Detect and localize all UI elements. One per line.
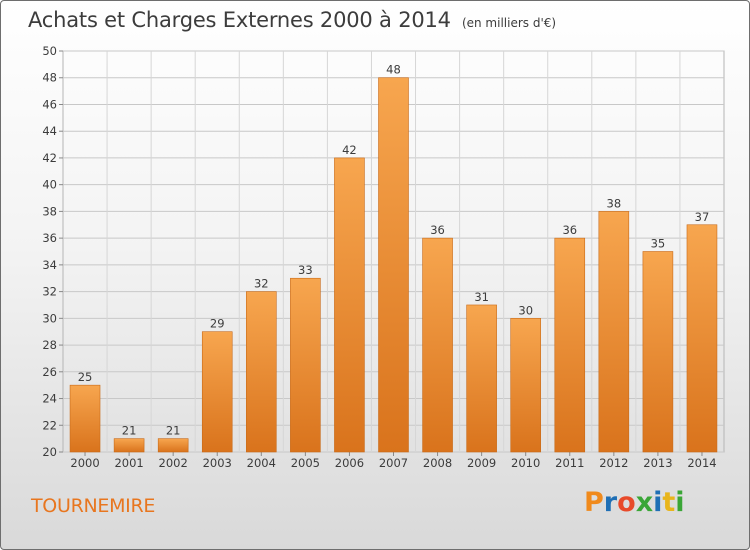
bar-2004 [246, 291, 277, 453]
chart-unit: (en milliers d'€) [461, 16, 557, 30]
bar-2010 [510, 318, 541, 453]
chart-title-row: Achats et Charges Externes 2000 à 2014 (… [28, 8, 556, 32]
bar-2006 [334, 157, 365, 453]
x-tick-label: 2001 [114, 456, 143, 470]
bar-2003 [201, 331, 233, 453]
y-tick-label: 32 [42, 285, 57, 299]
x-tick-label: 2008 [423, 456, 452, 470]
bar-2011 [554, 237, 586, 453]
y-tick-label: 26 [42, 365, 57, 379]
bar-2001 [113, 438, 145, 453]
bar-value-label: 21 [166, 424, 181, 438]
x-tick-label: 2003 [203, 456, 232, 470]
y-tick-label: 48 [42, 71, 57, 85]
bar-layer [69, 77, 718, 453]
bar-2012 [598, 211, 630, 453]
bar-value-label: 21 [122, 424, 137, 438]
axis-layer: 20 22 24 26 28 30 32 34 36 38 40 42 44 46 48 50 2000 2001… [42, 44, 716, 470]
bar-2009 [466, 304, 497, 453]
bar-2000 [69, 384, 101, 453]
logo-letter: x [635, 487, 654, 518]
x-tick-label: 2013 [643, 456, 672, 470]
x-tick-label: 2014 [687, 456, 716, 470]
bar-value-label: 36 [562, 223, 577, 237]
bar-value-label: 48 [386, 63, 401, 77]
bar-value-label: 36 [430, 223, 445, 237]
y-tick-label: 34 [42, 258, 57, 272]
bar-value-label: 30 [518, 303, 533, 317]
x-tick-label: 2011 [555, 456, 584, 470]
bar-2002 [157, 438, 189, 453]
x-tick-label: 2010 [511, 456, 540, 470]
logo-letter: P [584, 487, 604, 518]
logo-letter: i [653, 487, 663, 518]
bar-value-label: 32 [254, 277, 269, 291]
label-layer: 25 21 21 29 32 33 42 48 36 31 30 36 38 35 37 [78, 63, 710, 438]
y-tick-label: 38 [42, 204, 57, 218]
bar-value-label: 25 [78, 370, 93, 384]
logo-letter: i [675, 487, 685, 518]
bar-value-label: 29 [210, 317, 225, 331]
bar-value-label: 35 [651, 237, 666, 251]
y-tick-label: 44 [42, 124, 57, 138]
bar-value-label: 42 [342, 143, 357, 157]
y-tick-label: 30 [42, 311, 57, 325]
y-tick-label: 36 [42, 231, 57, 245]
bar-value-label: 38 [607, 196, 622, 210]
bar-2013 [642, 251, 674, 453]
commune-name: TOURNEMIRE [31, 495, 156, 517]
x-tick-label: 2002 [159, 456, 188, 470]
y-tick-label: 46 [42, 97, 57, 111]
y-tick-label: 50 [42, 44, 57, 58]
logo-letter: o [617, 487, 636, 518]
x-tick-label: 2000 [70, 456, 99, 470]
y-tick-label: 22 [42, 418, 57, 432]
bar-2005 [290, 277, 321, 453]
x-tick-label: 2007 [379, 456, 408, 470]
x-tick-label: 2004 [247, 456, 276, 470]
bar-value-label: 37 [695, 210, 710, 224]
bar-value-label: 33 [298, 263, 313, 277]
y-tick-label: 24 [42, 392, 57, 406]
x-tick-label: 2006 [335, 456, 364, 470]
bar-2014 [686, 224, 718, 453]
logo-letter: r [603, 487, 618, 518]
bar-2008 [422, 237, 453, 453]
bar-2007 [378, 77, 409, 453]
y-tick-label: 20 [42, 445, 57, 459]
proxiti-logo: Proxiti [584, 487, 685, 518]
y-tick-label: 42 [42, 151, 57, 165]
logo-letter: t [662, 487, 676, 518]
x-tick-label: 2005 [291, 456, 320, 470]
y-tick-label: 40 [42, 178, 57, 192]
x-tick-label: 2012 [599, 456, 628, 470]
y-tick-label: 28 [42, 338, 57, 352]
bar-value-label: 31 [474, 290, 489, 304]
x-tick-label: 2009 [467, 456, 496, 470]
chart-title: Achats et Charges Externes 2000 à 2014 [28, 8, 451, 32]
